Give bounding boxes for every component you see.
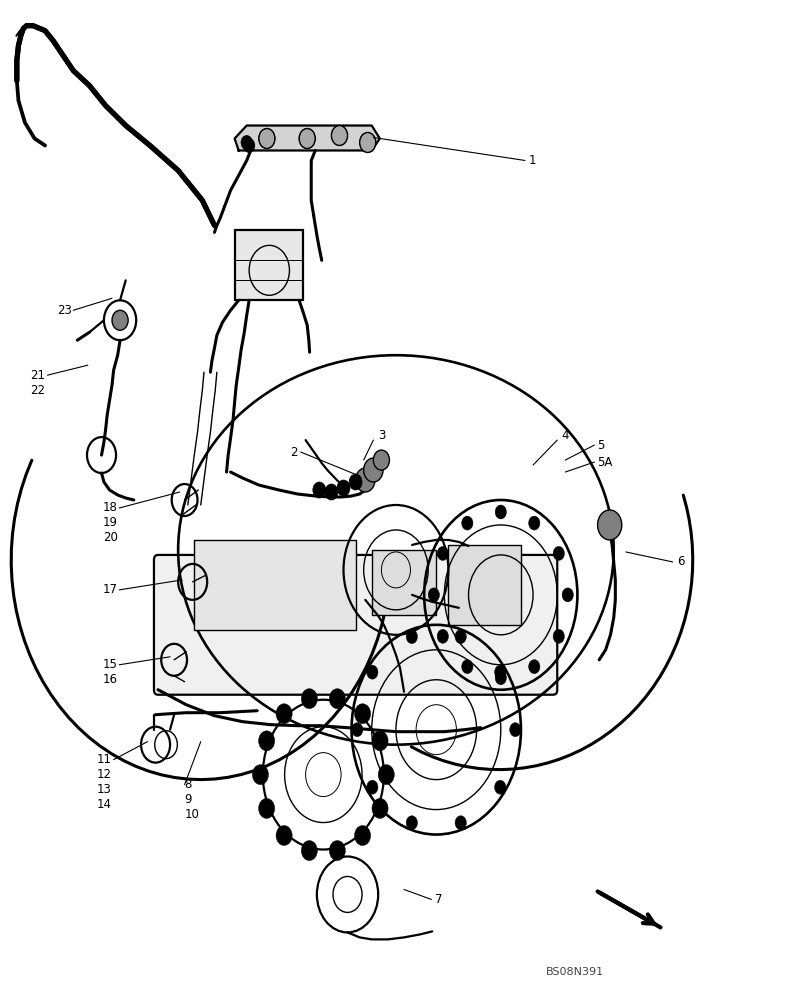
Circle shape <box>276 826 292 846</box>
Text: 6: 6 <box>676 555 684 568</box>
Circle shape <box>437 629 448 643</box>
Circle shape <box>330 841 345 861</box>
Circle shape <box>259 798 275 818</box>
Circle shape <box>356 468 375 492</box>
Bar <box>372 550 436 615</box>
Circle shape <box>299 129 315 148</box>
Circle shape <box>301 841 318 861</box>
Text: 8: 8 <box>184 778 192 791</box>
Text: 13: 13 <box>97 783 112 796</box>
Circle shape <box>313 482 326 498</box>
Circle shape <box>494 665 506 679</box>
Text: 5A: 5A <box>598 456 613 469</box>
Circle shape <box>378 765 394 785</box>
Circle shape <box>301 689 318 709</box>
Circle shape <box>562 588 574 602</box>
Circle shape <box>428 588 440 602</box>
Circle shape <box>461 660 473 674</box>
Circle shape <box>351 723 363 737</box>
Circle shape <box>495 505 507 519</box>
Circle shape <box>406 816 418 830</box>
Text: 7: 7 <box>435 893 442 906</box>
Text: 3: 3 <box>378 429 385 442</box>
Text: 5: 5 <box>598 439 605 452</box>
Circle shape <box>259 129 275 148</box>
Circle shape <box>355 826 371 846</box>
Circle shape <box>372 798 388 818</box>
Circle shape <box>259 731 275 751</box>
Circle shape <box>528 516 540 530</box>
Text: 4: 4 <box>562 429 569 442</box>
Circle shape <box>331 126 347 145</box>
Circle shape <box>337 480 350 496</box>
Text: 22: 22 <box>30 384 45 397</box>
Bar <box>234 230 303 300</box>
Text: BS08N391: BS08N391 <box>546 967 604 977</box>
Text: 9: 9 <box>184 793 192 806</box>
Circle shape <box>455 630 466 644</box>
FancyBboxPatch shape <box>154 555 558 695</box>
Circle shape <box>367 780 378 794</box>
Bar <box>194 540 356 630</box>
Circle shape <box>367 665 378 679</box>
Circle shape <box>241 136 252 149</box>
Circle shape <box>406 630 418 644</box>
Text: 2: 2 <box>290 446 297 459</box>
Circle shape <box>364 458 383 482</box>
Text: 17: 17 <box>103 583 118 596</box>
Circle shape <box>461 516 473 530</box>
Text: 1: 1 <box>529 154 537 167</box>
Circle shape <box>355 704 371 724</box>
Text: 12: 12 <box>97 768 112 781</box>
Circle shape <box>372 731 388 751</box>
Text: 21: 21 <box>30 369 45 382</box>
Circle shape <box>252 765 268 785</box>
Circle shape <box>330 689 345 709</box>
Circle shape <box>495 671 507 685</box>
Circle shape <box>276 704 292 724</box>
Circle shape <box>243 139 255 152</box>
Circle shape <box>528 660 540 674</box>
Circle shape <box>553 629 565 643</box>
Circle shape <box>553 546 565 560</box>
Text: 15: 15 <box>103 658 118 671</box>
Circle shape <box>360 133 376 152</box>
Text: 14: 14 <box>97 798 112 811</box>
Circle shape <box>455 816 466 830</box>
Text: 16: 16 <box>103 673 118 686</box>
Text: 18: 18 <box>103 501 118 514</box>
Text: 20: 20 <box>103 531 118 544</box>
Circle shape <box>112 310 128 330</box>
Text: 10: 10 <box>184 808 200 821</box>
Circle shape <box>349 474 362 490</box>
Text: 19: 19 <box>103 516 118 529</box>
Circle shape <box>510 723 521 737</box>
Text: 11: 11 <box>97 753 112 766</box>
Circle shape <box>494 780 506 794</box>
Circle shape <box>373 450 389 470</box>
Polygon shape <box>234 126 380 150</box>
Text: 23: 23 <box>57 304 72 317</box>
Bar <box>448 545 521 625</box>
Circle shape <box>437 546 448 560</box>
Circle shape <box>598 510 622 540</box>
Circle shape <box>325 484 338 500</box>
